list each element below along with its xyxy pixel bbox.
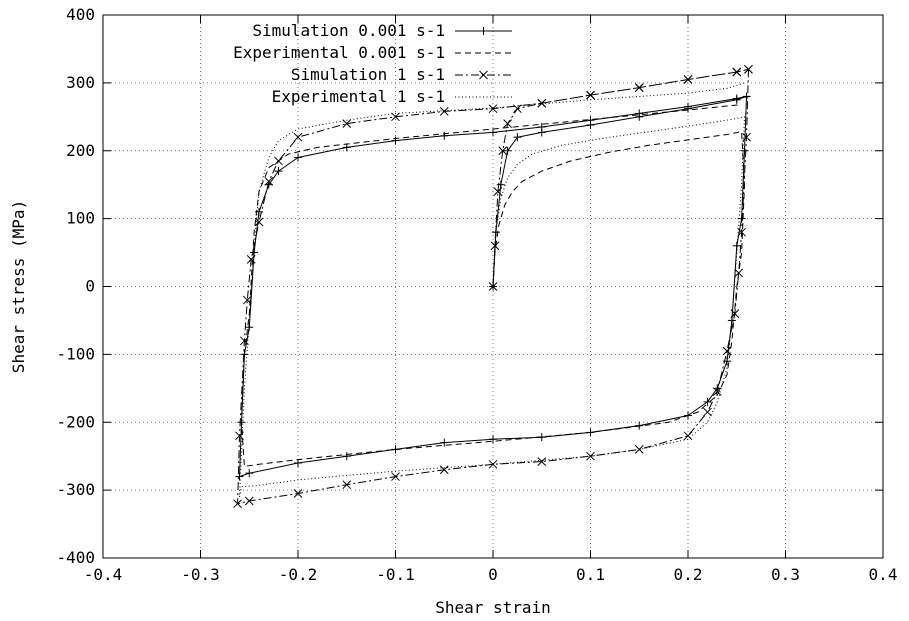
cross-marker xyxy=(737,227,746,237)
cross-marker xyxy=(703,407,712,417)
plus-marker xyxy=(342,452,351,461)
cross-marker xyxy=(479,70,488,80)
series-4 xyxy=(239,82,745,498)
plus-marker xyxy=(235,472,244,481)
plus-marker xyxy=(245,469,254,478)
y-axis-title: Shear stress (MPa) xyxy=(9,200,28,373)
cross-marker xyxy=(537,98,547,108)
plus-marker xyxy=(503,146,512,155)
plus-marker xyxy=(479,27,488,35)
y-tick-label: -100 xyxy=(56,344,95,363)
plus-marker xyxy=(740,146,749,155)
series xyxy=(233,64,753,509)
plus-marker xyxy=(489,435,497,444)
plus-marker xyxy=(342,143,351,152)
plus-marker xyxy=(440,438,449,447)
x-axis-title: Shear strain xyxy=(435,598,551,617)
legend-label: Experimental 0.001 s-1 xyxy=(233,43,445,62)
y-tick-label: -200 xyxy=(56,412,95,431)
legend-entry: Simulation 0.001 s-1 xyxy=(252,21,512,40)
cross-marker xyxy=(493,187,503,196)
cross-marker xyxy=(498,146,508,156)
grid xyxy=(103,15,883,558)
plus-marker xyxy=(537,122,546,131)
cross-marker xyxy=(722,346,732,356)
y-tick-label: -300 xyxy=(56,480,95,499)
legend-entry: Experimental 1 s-1 xyxy=(272,87,512,106)
cross-marker xyxy=(683,431,693,441)
legend-label: Simulation 1 s-1 xyxy=(291,65,445,84)
cross-marker xyxy=(274,156,283,166)
x-tick-label: 0.4 xyxy=(869,565,898,584)
plus-marker xyxy=(391,136,400,145)
x-tick-label: -0.2 xyxy=(279,565,318,584)
plus-marker xyxy=(732,241,741,250)
cross-marker xyxy=(634,83,644,92)
cross-marker xyxy=(391,472,400,481)
plus-marker xyxy=(274,167,283,176)
cross-marker xyxy=(744,64,753,74)
cross-marker xyxy=(242,295,252,305)
x-tick-label: -0.3 xyxy=(181,565,220,584)
x-tick-label: 0.3 xyxy=(771,565,800,584)
legend-entry: Experimental 0.001 s-1 xyxy=(233,43,512,62)
cross-marker xyxy=(488,104,498,114)
cross-marker xyxy=(342,119,352,128)
cross-marker xyxy=(439,465,449,475)
plus-marker xyxy=(496,180,505,189)
cross-marker xyxy=(712,387,722,397)
cross-marker xyxy=(342,480,352,490)
x-tick-label: -0.1 xyxy=(376,565,415,584)
legend: Simulation 0.001 s-1 Experimental 0.001 s… xyxy=(233,21,512,106)
cross-marker xyxy=(537,457,547,466)
y-tick-label: 300 xyxy=(66,73,95,92)
cross-marker xyxy=(240,336,249,346)
x-tick-label: -0.4 xyxy=(84,565,123,584)
plus-marker xyxy=(489,128,497,137)
plus-marker xyxy=(294,153,302,162)
cross-marker xyxy=(391,112,400,122)
y-tick-label: 100 xyxy=(66,209,95,228)
plus-marker xyxy=(703,397,712,406)
legend-entry: Simulation 1 s-1 xyxy=(291,65,512,84)
cross-marker xyxy=(503,119,512,128)
plus-marker xyxy=(742,92,751,101)
cross-marker xyxy=(293,132,303,142)
cross-marker xyxy=(233,499,242,509)
cross-marker xyxy=(732,67,742,77)
plus-marker xyxy=(245,323,254,332)
y-tick-label: -400 xyxy=(56,548,95,567)
plus-marker xyxy=(732,94,741,103)
plus-marker xyxy=(684,102,692,111)
y-tick-label: 0 xyxy=(85,277,95,296)
series-line xyxy=(239,82,745,498)
x-tick-label: 0.1 xyxy=(576,565,605,584)
x-tick-label: 0 xyxy=(488,565,498,584)
cross-marker xyxy=(683,75,693,84)
cross-marker xyxy=(586,90,595,100)
y-tick-label: 200 xyxy=(66,141,95,160)
cross-marker xyxy=(244,496,254,506)
plus-marker xyxy=(440,131,449,140)
cross-marker xyxy=(439,107,449,116)
series-2 xyxy=(241,104,745,467)
plus-marker xyxy=(294,458,302,467)
series-3 xyxy=(233,64,753,509)
plus-marker xyxy=(635,109,644,118)
plus-marker xyxy=(513,133,522,142)
y-tick-label: 400 xyxy=(66,5,95,24)
series-line xyxy=(241,104,745,467)
x-tick-label: 0.2 xyxy=(674,565,703,584)
cross-marker xyxy=(490,241,500,251)
tick-labels: -0.4 -0.3 -0.2 -0.1 0 0.1 0.2 0.3 0.4 -400 -300 -20… xyxy=(56,5,897,584)
legend-label: Experimental 1 s-1 xyxy=(272,87,445,106)
cross-marker xyxy=(293,489,303,498)
legend-label: Simulation 0.001 s-1 xyxy=(252,21,445,40)
cross-marker xyxy=(734,268,744,278)
cross-marker xyxy=(264,176,274,186)
